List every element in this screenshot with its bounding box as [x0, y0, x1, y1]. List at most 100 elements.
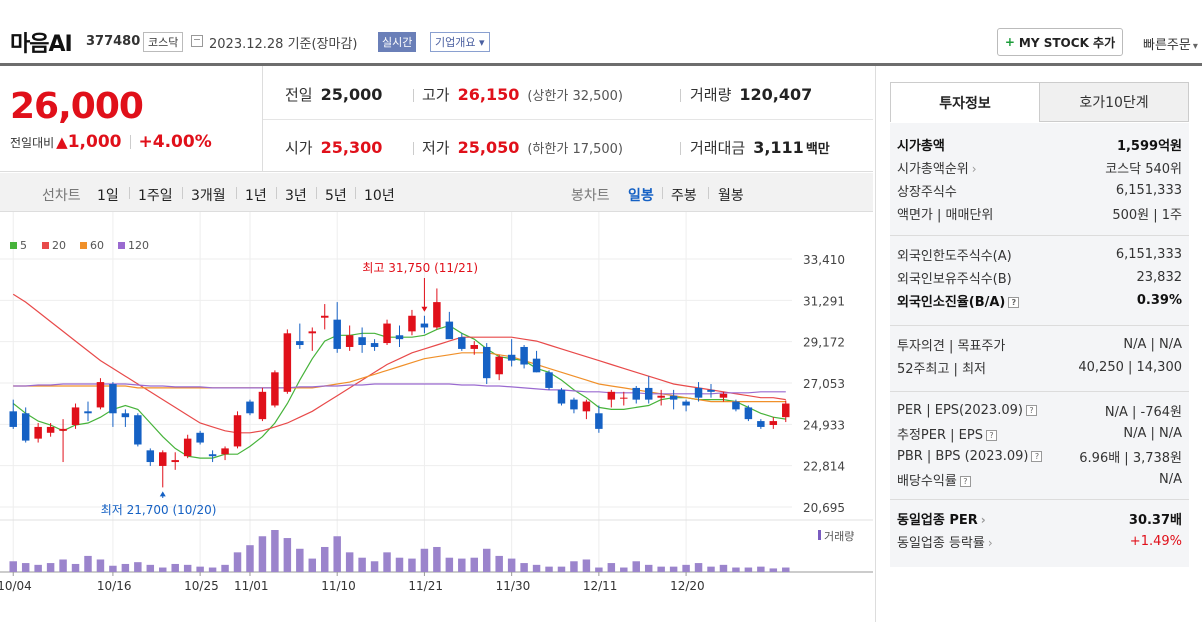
candle-body — [183, 438, 192, 457]
candlestick-chart[interactable]: 33,410 31,291 29,172 27,053 24,933 22,814 20,6… — [0, 212, 873, 622]
volume-bar — [59, 559, 67, 572]
candle-body — [507, 354, 516, 361]
candle-body — [134, 415, 142, 445]
volume-bar — [482, 548, 491, 572]
volume-label: 거래량 — [690, 86, 732, 104]
quick-order-dropdown[interactable]: 빠른주문 — [1143, 34, 1198, 53]
volume-bar — [669, 566, 678, 572]
period-10y[interactable]: 10년 — [364, 188, 395, 204]
separator — [316, 187, 317, 199]
info-label: PER | EPS(2023.09)? — [897, 403, 1037, 418]
volume-bar — [246, 545, 254, 572]
volume-bar — [146, 564, 155, 572]
volume-bar — [345, 552, 354, 572]
moving-average-ma120 — [13, 383, 786, 395]
volume-bar — [283, 538, 292, 572]
x-tick-label: 12/20 — [670, 579, 705, 593]
period-1y[interactable]: 1년 — [245, 188, 267, 204]
y-tick-label: 24,933 — [803, 418, 845, 432]
info-row[interactable]: 동일업종 등락률 +1.49% — [897, 530, 1182, 552]
separator — [182, 187, 183, 199]
info-label: 배당수익률? — [897, 470, 971, 489]
volume-bar — [470, 557, 478, 572]
info-row: 외국인보유주식수(B) 23,832 — [897, 266, 1182, 288]
candle-body — [121, 413, 130, 418]
realtime-button[interactable]: 실시간 — [378, 32, 417, 52]
candle-body — [495, 356, 503, 375]
period-1d[interactable]: 1일 — [97, 188, 119, 204]
help-icon[interactable]: ? — [1008, 296, 1020, 308]
info-label: 외국인보유주식수(B) — [897, 271, 1012, 287]
candle-body — [470, 345, 478, 349]
y-tick-label: 20,695 — [803, 501, 845, 515]
help-icon[interactable]: ? — [1031, 450, 1043, 462]
amount-unit: 백만 — [805, 142, 830, 157]
period-1w[interactable]: 1주일 — [138, 188, 173, 204]
volume-bar — [445, 557, 454, 572]
candle-body — [458, 337, 466, 349]
separator — [662, 187, 663, 199]
change-percent: +4.00% — [138, 132, 212, 152]
base-date: 2023.12.28 기준(장마감) — [209, 37, 358, 52]
volume-bar — [370, 561, 379, 572]
candle-body — [595, 413, 603, 429]
info-value: N/A | -764원 — [1104, 404, 1182, 420]
volume-bar — [208, 567, 217, 572]
help-icon[interactable]: ? — [959, 475, 971, 487]
open-value: 25,300 — [320, 138, 383, 157]
help-icon[interactable]: ? — [1025, 404, 1037, 416]
candle-body — [71, 407, 80, 425]
prev-close: 전일 25,000 — [285, 84, 382, 105]
volume-bar — [358, 557, 366, 572]
high-arrow-head — [421, 306, 428, 312]
candle-body — [433, 302, 441, 328]
info-label: 외국인소진율(B/A)? — [897, 291, 1020, 310]
volume-bar — [296, 548, 304, 572]
volume-bar — [520, 563, 528, 572]
candle-body — [545, 372, 553, 388]
info-label: 시가총액순위 — [897, 158, 977, 177]
info-row: 52주최고 | 최저 40,250 | 14,300 — [897, 356, 1182, 378]
info-row: 추정PER | EPS? N/A | N/A — [897, 422, 1182, 444]
volume-bar — [657, 566, 665, 572]
candle-body — [258, 391, 267, 420]
separator — [236, 187, 237, 199]
info-label: 동일업종 등락률 — [897, 532, 993, 551]
help-icon[interactable]: ? — [985, 429, 997, 441]
volume-bar — [694, 563, 703, 572]
volume-bar — [333, 536, 341, 572]
candle-body — [233, 415, 242, 447]
period-daily[interactable]: 일봉 — [628, 188, 654, 204]
candle-body — [159, 452, 167, 466]
period-3y[interactable]: 3년 — [285, 188, 307, 204]
corp-info-dropdown[interactable]: 기업개요 ▾ — [430, 32, 490, 52]
period-5y[interactable]: 5년 — [325, 188, 347, 204]
separator — [708, 187, 709, 199]
x-tick-label: 11/01 — [234, 579, 269, 593]
candle-body — [296, 341, 304, 346]
candle-body — [333, 319, 341, 349]
tab-orderbook-10[interactable]: 호가10단계 — [1039, 82, 1189, 122]
volume-bar — [84, 555, 92, 572]
low-value: 25,050 — [457, 138, 520, 157]
info-row: 상장주식수 6,151,333 — [897, 179, 1182, 201]
candle-body — [171, 460, 179, 463]
volume-bar — [682, 564, 690, 572]
period-monthly[interactable]: 월봉 — [718, 188, 744, 204]
info-value: N/A | N/A — [1123, 425, 1182, 441]
separator — [680, 142, 681, 155]
info-row[interactable]: 시가총액순위 코스닥 540위 — [897, 156, 1182, 178]
candle-body — [370, 343, 379, 347]
period-3m[interactable]: 3개월 — [191, 188, 226, 204]
volume-bar — [121, 563, 130, 572]
info-row[interactable]: 동일업종 PER 30.37배 — [897, 507, 1182, 529]
candle-body — [607, 391, 616, 400]
tab-investment-info[interactable]: 투자정보 — [890, 82, 1040, 122]
candle-body — [669, 395, 678, 400]
period-weekly[interactable]: 주봉 — [671, 188, 697, 204]
my-stock-add-button[interactable]: + MY STOCK 추가 — [997, 28, 1123, 56]
summary-divider — [262, 66, 263, 172]
high-annotation: 최고 31,750 (11/21) — [362, 261, 478, 275]
volume-bar — [532, 564, 541, 572]
section-divider — [890, 391, 1189, 392]
